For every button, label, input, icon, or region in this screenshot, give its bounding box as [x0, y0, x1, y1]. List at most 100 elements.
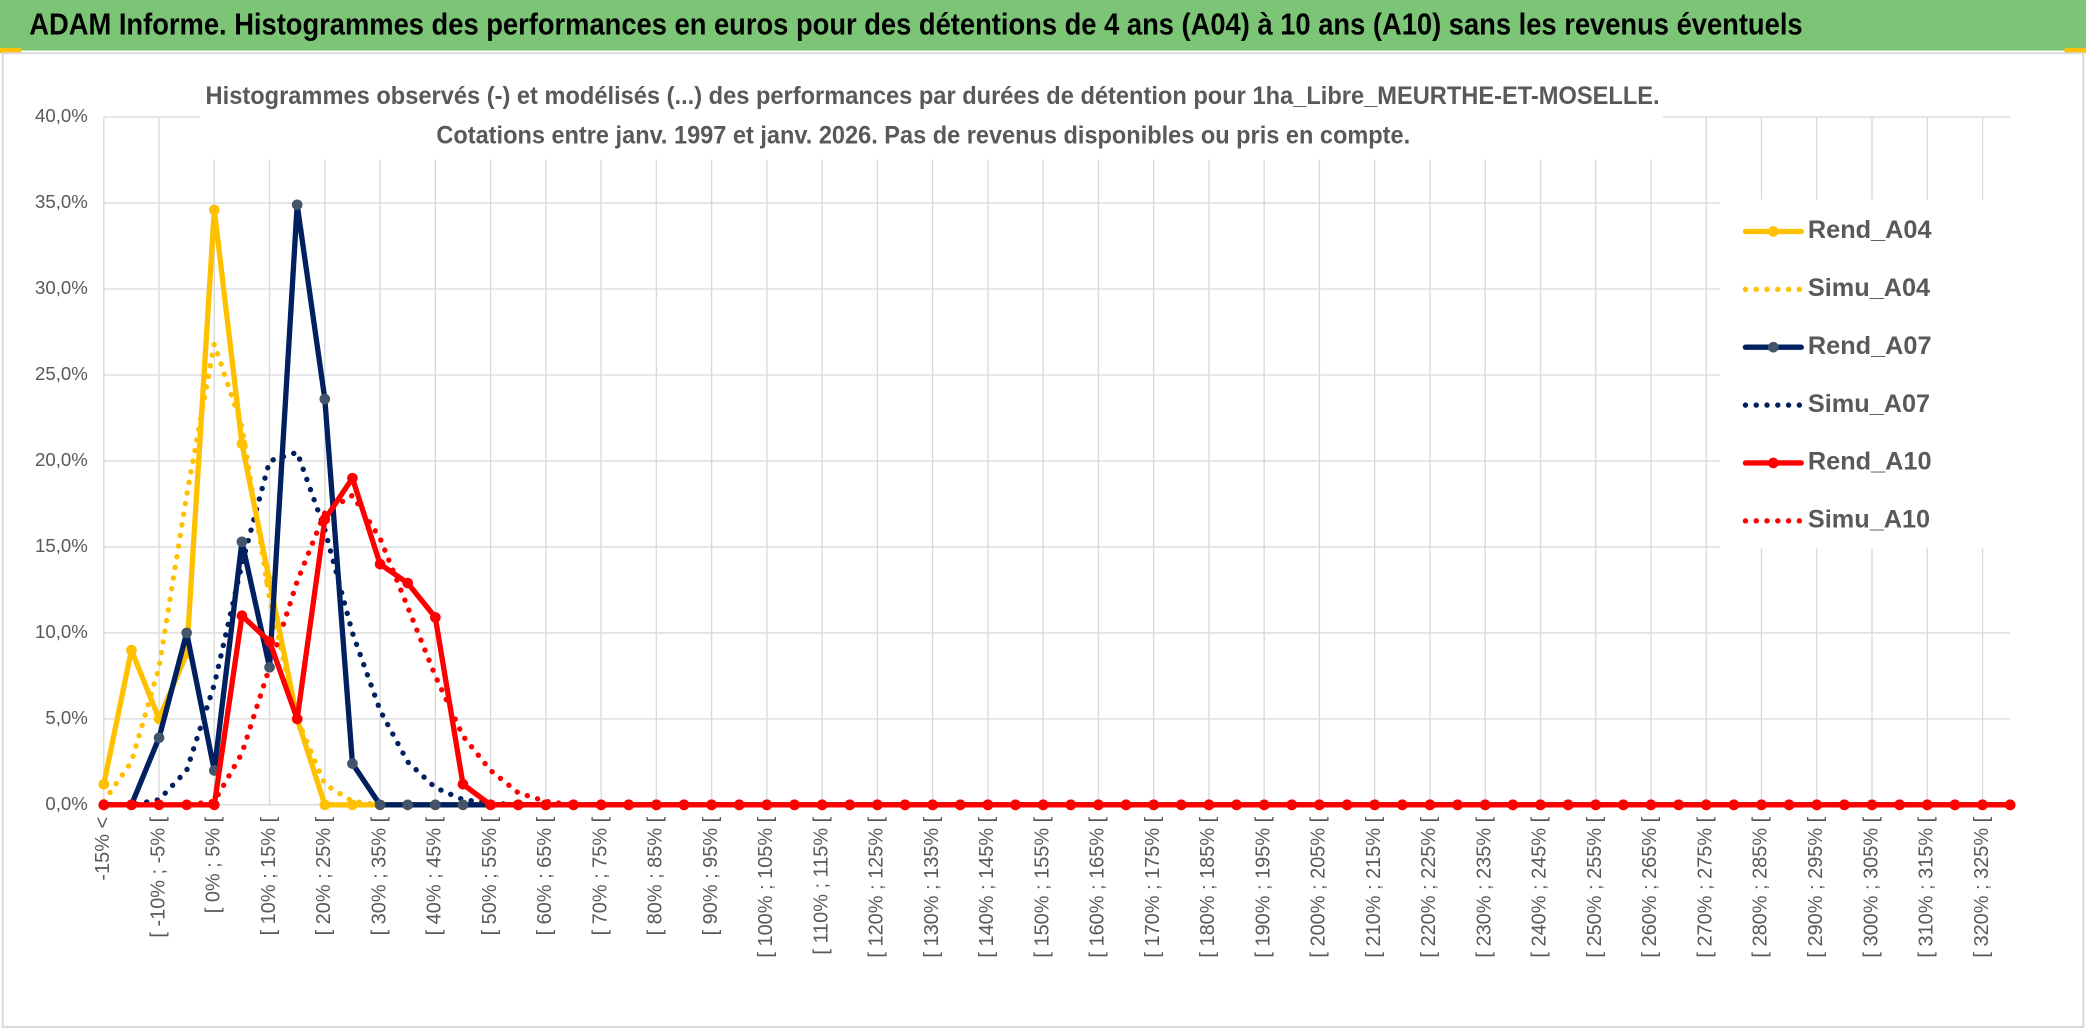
x-tick-label: [ 40% ; 45% [ — [424, 816, 446, 935]
x-tick-label: [ 190% ; 195% [ — [1252, 816, 1274, 957]
marker — [1645, 799, 1657, 811]
marker — [98, 778, 110, 790]
x-tick-label: [ 230% ; 235% [ — [1473, 816, 1495, 957]
marker — [1120, 799, 1132, 811]
marker — [733, 799, 745, 811]
marker — [1728, 799, 1740, 811]
marker — [789, 799, 800, 811]
marker — [264, 661, 275, 673]
legend-items: Rend_A04 Simu_A04 Rend_A07 Simu_A07 Rend_A10… — [1742, 216, 1932, 533]
marker — [98, 799, 110, 811]
x-tick-label: [ 50% ; 55% [ — [479, 816, 501, 935]
legend-label: Rend_A10 — [1808, 448, 1932, 476]
marker — [1921, 799, 1933, 811]
legend-label: Simu_A10 — [1808, 505, 1930, 533]
x-tick-label: [ 260% ; 265% [ — [1639, 816, 1661, 957]
x-tick-label: [ 290% ; 295% [ — [1805, 816, 1827, 957]
marker — [1258, 799, 1270, 811]
marker — [264, 636, 275, 647]
x-tick-label: [ 10% ; 15% [ — [258, 816, 280, 935]
marker — [1756, 799, 1767, 811]
chart-subtitle: Histogrammes observés (-) et modélisés (… — [206, 82, 1660, 110]
marker — [153, 799, 165, 811]
x-tick-label: [ 320% ; 325% [ — [1971, 816, 1993, 957]
marker — [1452, 799, 1463, 811]
legend-marker — [1768, 226, 1779, 237]
x-tick-label: [ 160% ; 165% [ — [1087, 816, 1109, 957]
marker — [651, 799, 662, 811]
legend-label: Simu_A07 — [1808, 390, 1930, 418]
marker — [402, 799, 414, 811]
marker — [1866, 799, 1878, 811]
marker — [208, 799, 220, 811]
marker — [1065, 799, 1077, 811]
marker — [374, 799, 386, 811]
marker — [2004, 799, 2016, 811]
x-tick-label: [ 210% ; 215% [ — [1363, 816, 1385, 957]
x-tick-label: [ 200% ; 205% [ — [1308, 816, 1330, 957]
marker — [512, 799, 524, 811]
x-tick-label: [ 30% ; 35% [ — [368, 816, 390, 935]
x-tick-label: [ 150% ; 155% [ — [1031, 816, 1053, 957]
legend-label: Rend_A04 — [1808, 216, 1932, 244]
subtitle-bg — [199, 74, 1663, 160]
marker — [319, 799, 331, 811]
marker — [1811, 799, 1823, 811]
x-tick-label: [ 140% ; 145% [ — [976, 816, 998, 957]
marker — [181, 799, 192, 811]
marker — [678, 799, 690, 811]
x-tick-label: [ 70% ; 75% [ — [589, 816, 611, 935]
marker — [126, 644, 137, 656]
plot: 0,0% 5,0% 10,0% 15,0% 20,0% 25,0% 30,0% 35,0% 40… — [35, 105, 2016, 958]
marker — [1010, 799, 1021, 811]
x-tick-label: [ 80% ; 85% [ — [645, 816, 667, 935]
marker — [1148, 799, 1159, 811]
marker — [1037, 799, 1049, 811]
marker — [485, 799, 496, 811]
y-tick-label: 20,0% — [35, 449, 88, 470]
marker — [291, 199, 303, 211]
grid — [103, 116, 2011, 806]
marker — [236, 438, 248, 450]
line — [101, 475, 2013, 808]
marker — [927, 799, 938, 811]
x-tick-label: [ 180% ; 185% [ — [1197, 816, 1219, 957]
marker — [181, 627, 192, 639]
x-tick-label: [ 170% ; 175% [ — [1142, 816, 1164, 957]
marker — [1700, 799, 1712, 811]
marker — [1977, 799, 1988, 811]
marker — [1479, 799, 1491, 811]
marker — [761, 799, 773, 811]
x-tick-label: [ 220% ; 225% [ — [1418, 816, 1440, 957]
marker — [126, 799, 137, 811]
marker — [1562, 799, 1574, 811]
marker — [1894, 799, 1905, 811]
marker — [540, 799, 552, 811]
marker — [1783, 799, 1795, 811]
x-tick-label: [ 60% ; 65% [ — [534, 816, 556, 935]
header-bar — [0, 0, 2086, 51]
marker — [291, 713, 303, 725]
x-tick-label: [ 100% ; 105% [ — [755, 816, 777, 957]
x-tick-label: [ -10% ; -5% [ — [147, 816, 169, 937]
marker — [1314, 799, 1325, 811]
marker — [899, 799, 911, 811]
x-tick-label: [ 270% ; 275% [ — [1694, 816, 1716, 957]
x-tick-label: [ 90% ; 95% [ — [700, 816, 722, 935]
marker — [430, 799, 441, 811]
marker — [153, 732, 165, 744]
marker — [319, 514, 331, 525]
y-tick-label: 30,0% — [35, 277, 88, 298]
marker — [1424, 799, 1436, 811]
marker — [402, 577, 414, 589]
corner — [2064, 47, 2086, 54]
x-tick-label: [ 280% ; 285% [ — [1750, 816, 1772, 957]
chart-subtitle: Cotations entre janv. 1997 et janv. 2026… — [436, 122, 1410, 150]
y-tick-label: 25,0% — [35, 363, 88, 384]
x-tick-label: [ 120% ; 125% [ — [866, 816, 888, 957]
legend-label: Simu_A04 — [1808, 274, 1930, 302]
y-tick-label: 35,0% — [35, 191, 88, 212]
x-tick-label: [ 250% ; 255% [ — [1584, 816, 1606, 957]
x-tick-label: [ 0% ; 5% [ — [203, 816, 225, 913]
marker — [568, 799, 579, 811]
